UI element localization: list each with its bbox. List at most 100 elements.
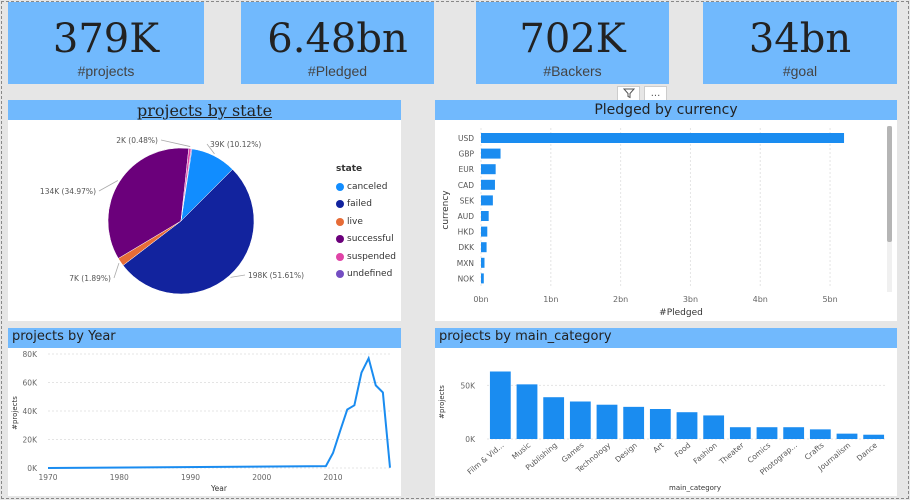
x-tick-label: 0bn [473, 295, 488, 304]
y-axis-title: #projects [438, 385, 446, 419]
x-tick-label: Art [651, 441, 665, 455]
category-bar [516, 384, 538, 439]
bar-hkd [481, 226, 488, 237]
scrollbar-track[interactable] [887, 126, 892, 292]
legend-title: state [336, 164, 363, 174]
legend-item-successful[interactable]: successful [336, 231, 396, 249]
panel-projects-by-year[interactable]: projects by Year 0K 20K 40K 60K 80K 1970 1980 1… [8, 328, 401, 496]
category-bar [783, 427, 805, 439]
bar-dkk [481, 242, 487, 253]
bar-mxn [481, 257, 485, 268]
pie-leader-line [160, 139, 191, 147]
panel-projects-by-main-category[interactable]: projects by main_category 0K 50K Film & Vi… [435, 328, 897, 496]
x-tick-label: 2010 [323, 473, 342, 482]
y-tick-label: SEK [460, 196, 475, 205]
x-tick-label: Food [673, 440, 693, 459]
legend-item-undefined[interactable]: undefined [336, 266, 396, 284]
x-tick-label: Film & Vid... [465, 441, 505, 477]
panel-title: projects by main_category [439, 329, 612, 344]
legend-dot [336, 235, 344, 244]
x-tick-label: 3bn [683, 295, 698, 304]
scrollbar-thumb[interactable] [887, 126, 892, 242]
pie-chart: 39K (10.12%) 198K (51.61%) 7K (1.89%) 134K … [40, 136, 304, 295]
y-tick-label: 0K [465, 435, 476, 444]
legend-item-failed[interactable]: failed [336, 196, 396, 214]
panel-title-bar: Pledged by currency [435, 100, 897, 120]
x-tick-label: Design [613, 440, 639, 464]
pie-data-label: 39K (10.12%) [210, 140, 261, 149]
panel-pledged-by-currency[interactable]: Pledged by currency 0bn 1bn 2bn 3bn 4bn 5bn US… [435, 100, 897, 321]
panel-title: projects by state [136, 101, 273, 120]
category-bar [729, 427, 751, 439]
bar-usd [481, 133, 845, 143]
kpi-backers[interactable]: 702K #Backers [476, 2, 669, 84]
y-tick-label: CAD [458, 181, 474, 190]
bar-gbp [481, 148, 501, 159]
year-line-chart: 0K 20K 40K 60K 80K 1970 1980 1990 2000 2010 Year #p… [11, 350, 391, 493]
pie-leader-line [113, 262, 120, 279]
y-tick-label: EUR [459, 165, 474, 174]
y-tick-label: AUD [458, 212, 475, 221]
legend-label: live [347, 216, 363, 227]
category-bar [623, 406, 645, 439]
y-tick-label: 0K [27, 464, 38, 473]
category-bar [489, 371, 511, 439]
currency-bar-chart: 0bn 1bn 2bn 3bn 4bn 5bn USD GBP EUR CAD SEK AUD HKD D… [441, 128, 845, 318]
legend-label: canceled [347, 181, 388, 192]
panel-title-bar: projects by state [8, 100, 401, 120]
legend-item-live[interactable]: live [336, 213, 396, 231]
pie-leader-line [206, 143, 215, 155]
category-bar [596, 404, 618, 439]
panel-title: Pledged by currency [594, 102, 738, 118]
x-tick-label: Theater [717, 440, 747, 467]
kpi-value: 702K [519, 16, 626, 62]
pie-data-label: 2K (0.48%) [116, 136, 158, 145]
bar-eur [481, 164, 496, 175]
x-axis-title: main_category [669, 484, 721, 492]
y-tick-label: 80K [23, 350, 39, 359]
x-tick-label: 2000 [252, 473, 271, 482]
category-bar [649, 409, 671, 439]
kpi-label: #Backers [543, 63, 602, 79]
category-bar [676, 412, 698, 439]
x-tick-label: Music [510, 441, 532, 462]
kpi-label: #projects [77, 63, 135, 79]
legend-label: failed [347, 199, 372, 210]
legend-label: suspended [347, 251, 396, 262]
y-axis-title: currency [441, 190, 451, 230]
panel-projects-by-state[interactable]: projects by state 39K (10.12%) 198K (51.6… [8, 100, 401, 321]
category-bar [703, 415, 725, 439]
x-tick-label: 4bn [753, 295, 768, 304]
y-tick-label: GBP [459, 150, 475, 159]
series-line [47, 355, 391, 469]
x-tick-label: Dance [855, 440, 879, 462]
category-bar [836, 433, 858, 439]
legend-item-suspended[interactable]: suspended [336, 248, 396, 266]
kpi-goal[interactable]: 34bn #goal [703, 2, 897, 84]
legend-item-canceled[interactable]: canceled [336, 178, 396, 196]
kpi-label: #Pledged [307, 63, 368, 79]
x-tick-label: Fashion [691, 440, 719, 465]
visual-header-toolbar: ... [617, 86, 667, 104]
y-tick-label: 20K [23, 436, 39, 445]
x-axis-title: Year [210, 484, 228, 493]
x-tick-label: 1bn [543, 295, 558, 304]
kpi-projects[interactable]: 379K #projects [8, 2, 204, 84]
y-tick-label: DKK [458, 243, 475, 252]
legend-dot [336, 252, 344, 261]
kpi-value: 6.48bn [267, 16, 408, 62]
pie-slice-successful [107, 147, 190, 259]
y-tick-label: HKD [458, 228, 475, 237]
category-bar [863, 434, 885, 439]
bar-nok [481, 273, 484, 284]
bar-sek [481, 195, 493, 206]
y-axis-title: #projects [11, 396, 19, 430]
y-tick-label: USD [458, 134, 474, 143]
legend-dot [336, 182, 344, 191]
category-bar [543, 397, 565, 439]
kpi-pledged[interactable]: 6.48bn #Pledged [241, 2, 434, 84]
pie-data-label: 134K (34.97%) [40, 187, 96, 196]
panel-title-bar: projects by Year [8, 328, 401, 348]
x-tick-label: 2bn [613, 295, 628, 304]
legend-dot [336, 200, 344, 209]
